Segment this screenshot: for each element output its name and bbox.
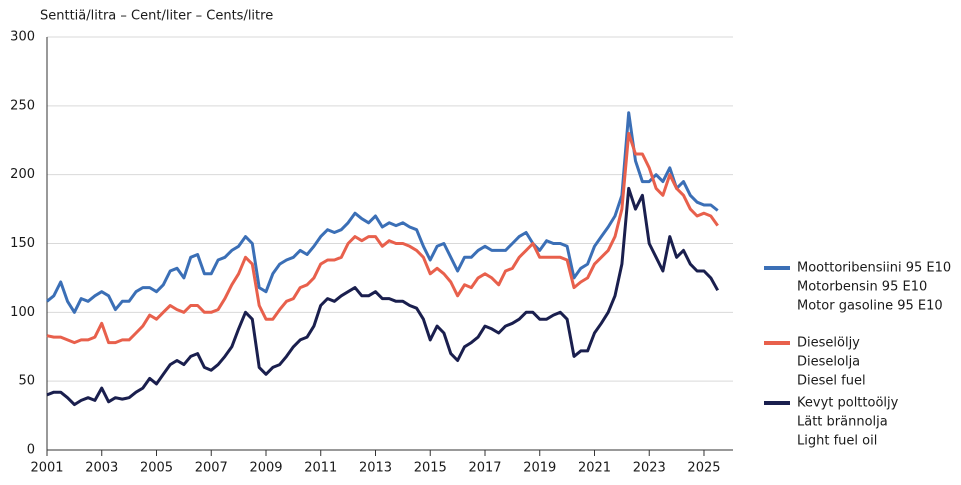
x-tick-label: 2001: [30, 461, 63, 476]
y-tick-label: 250: [10, 98, 35, 113]
series-line: [46, 111, 719, 314]
x-tick-label: 2015: [414, 461, 447, 476]
y-tick-label: 300: [10, 30, 35, 45]
x-tick-label: 2011: [304, 461, 337, 476]
legend-label: Diesel fuel: [797, 374, 866, 389]
legend-label: Lätt brännolja: [797, 415, 888, 430]
series-line: [46, 131, 719, 345]
legend-label: Motor gasoline 95 E10: [797, 299, 943, 314]
x-tick-label: 2023: [633, 461, 666, 476]
y-tick-label: 150: [10, 236, 35, 251]
series-line: [46, 186, 720, 407]
x-tick-label: 2019: [523, 461, 556, 476]
legend-label: Kevyt polttoöljy: [797, 396, 899, 411]
legend-label: Dieselöljy: [797, 336, 860, 351]
x-tick-label: 2025: [687, 461, 720, 476]
axis-label: Senttiä/litra – Cent/liter – Cents/litre: [40, 9, 273, 24]
y-tick-label: 0: [27, 443, 35, 458]
legend-label: Light fuel oil: [797, 434, 877, 449]
x-tick-label: 2009: [249, 461, 282, 476]
y-tick-label: 100: [10, 305, 35, 320]
x-tick-label: 2013: [359, 461, 392, 476]
y-tick-label: 200: [10, 167, 35, 182]
legend-label: Motorbensin 95 E10: [797, 280, 927, 295]
y-tick-label: 50: [18, 374, 35, 389]
legend-label: Moottoribensiini 95 E10: [797, 261, 951, 276]
x-tick-label: 2005: [140, 461, 173, 476]
legend-label: Dieselolja: [797, 355, 860, 370]
x-tick-label: 2003: [85, 461, 118, 476]
x-tick-label: 2017: [468, 461, 501, 476]
x-tick-label: 2007: [195, 461, 228, 476]
x-tick-label: 2021: [578, 461, 611, 476]
